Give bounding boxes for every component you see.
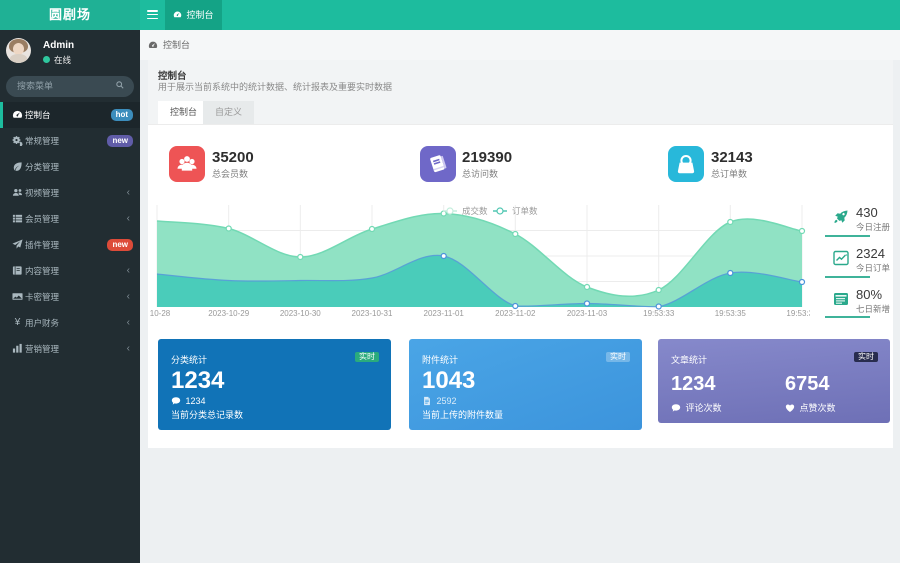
svg-text:2023-10-31: 2023-10-31 (352, 309, 393, 318)
svg-text:19:53:37: 19:53:37 (786, 309, 810, 318)
svg-text:2023-11-02: 2023-11-02 (495, 309, 536, 318)
svg-text:2023-10-29: 2023-10-29 (208, 309, 249, 318)
svg-text:2023-11-01: 2023-11-01 (424, 309, 465, 318)
svg-text:2023-11-03: 2023-11-03 (567, 309, 608, 318)
svg-text:订单数: 订单数 (512, 206, 538, 216)
svg-text:19:53:33: 19:53:33 (643, 309, 675, 318)
svg-text:10-28: 10-28 (150, 309, 171, 318)
svg-text:19:53:35: 19:53:35 (715, 309, 747, 318)
svg-text:2023-10-30: 2023-10-30 (280, 309, 321, 318)
svg-text:成交数: 成交数 (462, 206, 488, 216)
